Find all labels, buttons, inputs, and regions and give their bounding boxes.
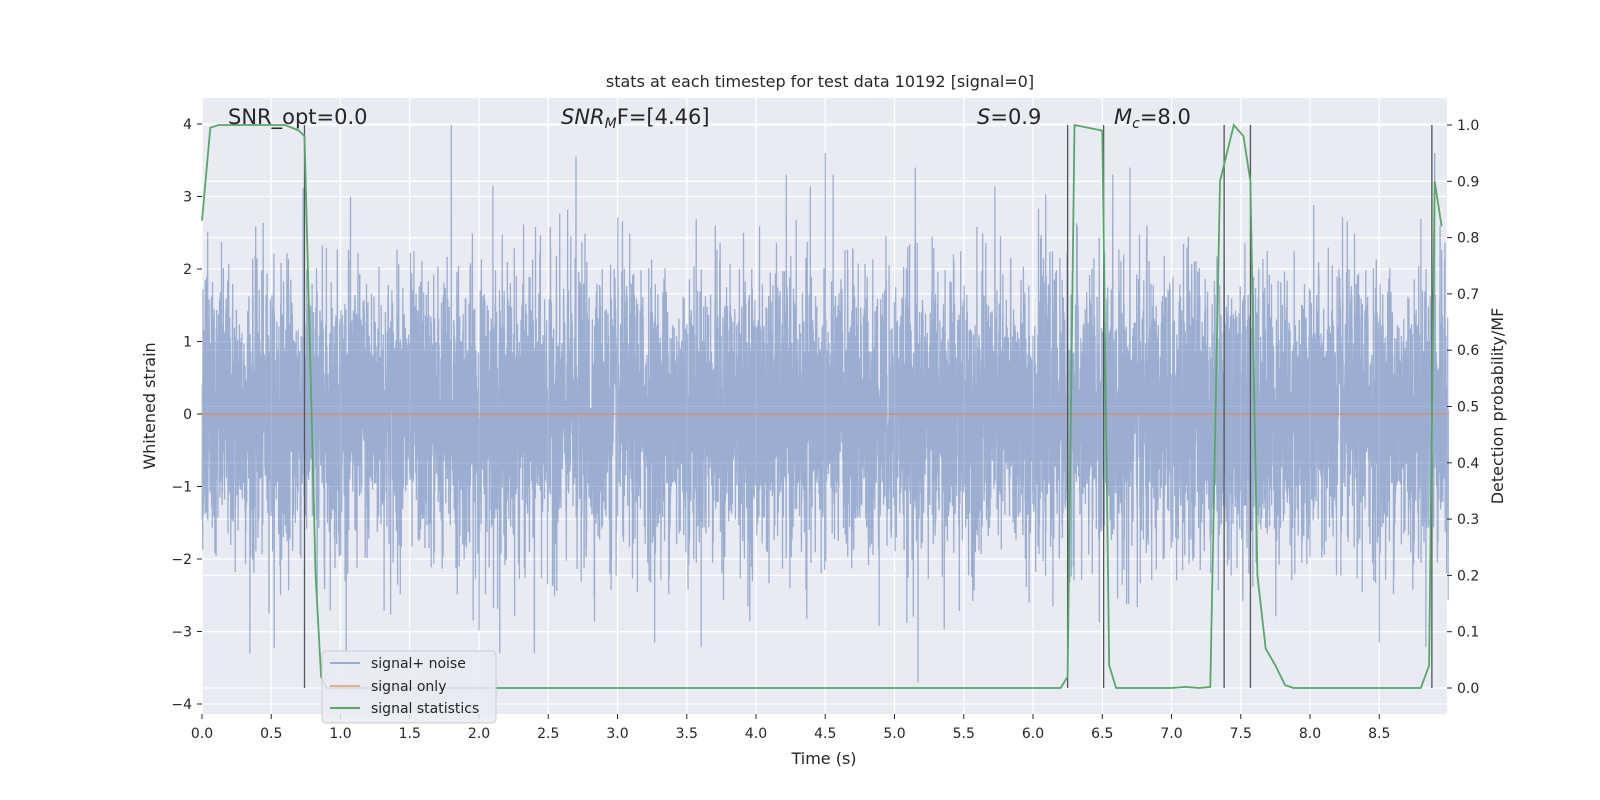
x-tick-label: 3.0 bbox=[606, 726, 628, 742]
y-left-tick-label: 1 bbox=[183, 335, 192, 351]
y-axis-left-label: Whitened strain bbox=[140, 342, 159, 469]
y-left-tick-label: −4 bbox=[171, 697, 192, 713]
y-left-tick-label: 4 bbox=[183, 117, 192, 133]
legend-label-signal-statistics: signal statistics bbox=[371, 701, 479, 717]
y-axis-left-ticks: 4 3 2 1 0 −1 −2 −3 −4 bbox=[171, 117, 202, 713]
legend-box bbox=[321, 650, 497, 724]
x-axis-label: Time (s) bbox=[790, 749, 856, 768]
y-left-tick-label: 3 bbox=[183, 190, 192, 206]
y-right-tick-label: 0.5 bbox=[1457, 400, 1479, 416]
legend-label-signal-noise: signal+ noise bbox=[371, 656, 466, 672]
annotation-mc: Mc=8.0 bbox=[1114, 105, 1191, 132]
signal-statistics-series bbox=[201, 123, 1443, 689]
signal-statistics-line bbox=[201, 123, 1443, 689]
x-tick-label: 4.5 bbox=[814, 726, 836, 742]
x-tick-label: 5.5 bbox=[953, 726, 975, 742]
y-left-tick-label: −2 bbox=[171, 552, 192, 568]
legend-label-signal-only: signal only bbox=[371, 679, 446, 695]
x-tick-label: 2.5 bbox=[537, 726, 559, 742]
x-tick-label: 7.5 bbox=[1230, 726, 1252, 742]
y-axis-right-ticks: 1.0 0.9 0.8 0.7 0.6 0.5 0.4 0.3 0.2 0.1 0.0 bbox=[1447, 118, 1479, 697]
y-right-tick-label: 0.9 bbox=[1457, 174, 1479, 190]
chart-title: stats at each timestep for test data 101… bbox=[606, 72, 1034, 91]
y-right-tick-label: 1.0 bbox=[1457, 118, 1479, 134]
y-right-tick-label: 0.8 bbox=[1457, 231, 1479, 247]
y-right-tick-label: 0.2 bbox=[1457, 568, 1479, 584]
x-tick-label: 6.0 bbox=[1022, 726, 1044, 742]
y-left-tick-label: 0 bbox=[183, 407, 192, 423]
y-right-tick-label: 0.7 bbox=[1457, 287, 1479, 303]
y-right-tick-label: 0.6 bbox=[1457, 343, 1479, 359]
x-tick-label: 3.5 bbox=[676, 726, 698, 742]
x-tick-label: 5.0 bbox=[883, 726, 905, 742]
y-left-tick-label: −1 bbox=[171, 480, 192, 496]
y-right-tick-label: 0.1 bbox=[1457, 625, 1479, 641]
y-right-tick-label: 0.0 bbox=[1457, 681, 1479, 697]
y-right-tick-label: 0.3 bbox=[1457, 512, 1479, 528]
annotations: SNR_opt=0.0 SNRMF=[4.46] S=0.9 Mc=8.0 bbox=[228, 105, 1191, 132]
x-tick-label: 0.5 bbox=[260, 726, 282, 742]
x-tick-label: 1.0 bbox=[329, 726, 351, 742]
x-tick-label: 2.0 bbox=[468, 726, 490, 742]
annotation-snr-mf: SNRMF=[4.46] bbox=[561, 105, 710, 132]
x-tick-label: 1.5 bbox=[399, 726, 421, 742]
x-tick-label: 7.0 bbox=[1160, 726, 1182, 742]
signal-noise-series bbox=[201, 124, 1450, 683]
x-tick-label: 6.5 bbox=[1091, 726, 1113, 742]
y-left-tick-label: −3 bbox=[171, 625, 192, 641]
x-tick-label: 4.0 bbox=[745, 726, 767, 742]
signal-noise-line bbox=[201, 124, 1450, 683]
x-tick-label: 0.0 bbox=[191, 726, 213, 742]
x-tick-label: 8.0 bbox=[1299, 726, 1321, 742]
y-axis-right-label: Detection probability/MF bbox=[1488, 308, 1507, 505]
x-tick-label: 8.5 bbox=[1368, 726, 1390, 742]
y-left-tick-label: 2 bbox=[183, 262, 192, 278]
legend: signal+ noise signal only signal statist… bbox=[321, 650, 497, 724]
annotation-snr-opt: SNR_opt=0.0 bbox=[228, 105, 368, 130]
annotation-s: S=0.9 bbox=[977, 105, 1041, 129]
y-right-tick-label: 0.4 bbox=[1457, 456, 1479, 472]
x-axis-ticks: 0.0 0.5 1.0 1.5 2.0 2.5 3.0 3.5 4.0 4.5 5.0 5.5 6.0 6… bbox=[191, 714, 1390, 742]
